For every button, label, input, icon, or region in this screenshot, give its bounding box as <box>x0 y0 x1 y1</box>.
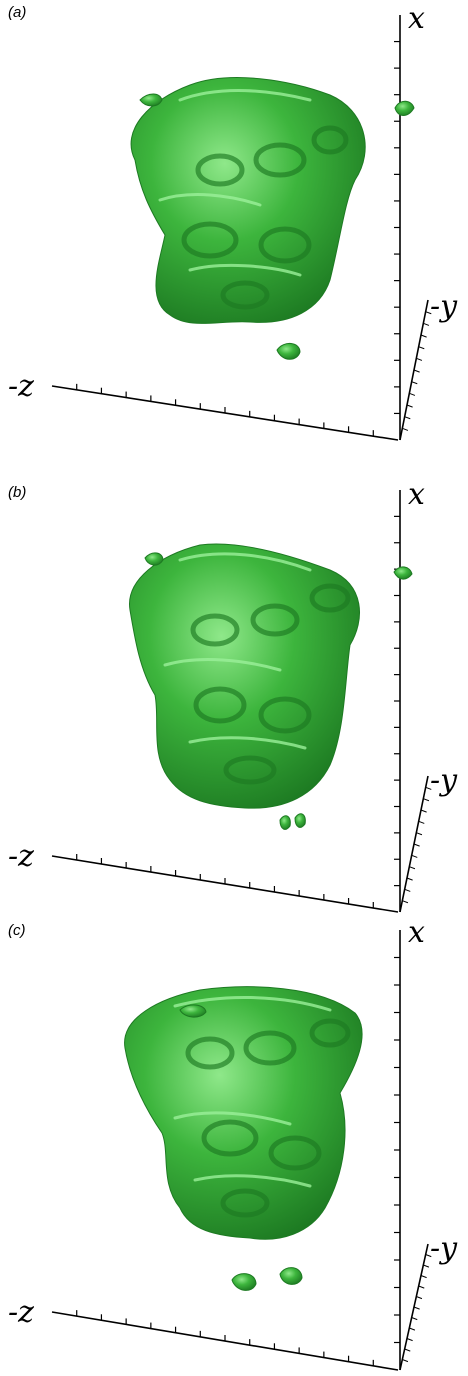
axis-tick <box>423 322 430 326</box>
panel-c-svg <box>51 930 432 1371</box>
x-axis-ticks <box>394 956 400 1344</box>
panel-label: (a) <box>8 4 27 21</box>
axis-tick <box>411 854 418 858</box>
axis-tick <box>420 334 427 338</box>
y-axis-label: -y <box>430 763 458 798</box>
isosurface-highlights <box>163 552 312 750</box>
axis-tick <box>425 786 432 790</box>
axis-tick <box>416 832 423 836</box>
x-axis-ticks <box>394 515 400 887</box>
axis-tick <box>411 381 418 385</box>
axis-tick <box>416 357 423 361</box>
axis-tick <box>402 1359 409 1363</box>
y-axis-label: -y <box>430 1231 458 1266</box>
panel-c: (c) <box>0 918 468 1376</box>
axis-tick <box>402 427 409 431</box>
panel-a: (a) <box>0 0 468 458</box>
axis-tick <box>406 1338 413 1342</box>
isosurface-rings <box>190 583 351 785</box>
z-axis-label: -z <box>8 369 34 404</box>
z-axis-ticks <box>76 854 374 908</box>
axis-tick <box>418 820 425 824</box>
axis-tick <box>425 1254 432 1258</box>
axis-tick <box>404 1348 411 1352</box>
panel-b-svg <box>51 490 432 913</box>
axis-tick <box>420 809 427 813</box>
axis-tick <box>425 311 432 315</box>
axis-tick <box>413 843 420 847</box>
isosurface-shape <box>129 543 413 830</box>
axis-tick <box>409 392 416 396</box>
axis-tick <box>409 1327 416 1331</box>
isosurface-rings <box>181 125 349 310</box>
z-axis-label: -z <box>8 839 34 874</box>
panel-label: (c) <box>8 922 26 939</box>
axis-tick <box>418 1285 425 1289</box>
isosurface-highlights <box>158 89 312 277</box>
x-axis-ticks <box>394 40 400 415</box>
y-axis-label: -y <box>430 289 458 324</box>
y-axis-ticks <box>402 1254 432 1363</box>
y-axis-ticks <box>402 311 432 431</box>
axis-tick <box>409 866 416 870</box>
isosurface-shape <box>124 986 363 1291</box>
x-axis-label: x <box>408 477 425 512</box>
isosurface-rings <box>185 1018 351 1218</box>
panel-b: (b) <box>0 480 468 938</box>
axis-tick <box>404 416 411 420</box>
isosurface-shape <box>130 77 415 360</box>
panel-a-svg <box>51 15 432 441</box>
x-axis-label: x <box>408 915 425 950</box>
axis-tick <box>406 404 413 408</box>
y-axis-ticks <box>402 786 432 904</box>
z-axis-label: -z <box>8 1295 34 1330</box>
axis-tick <box>416 1296 423 1300</box>
x-axis-label: x <box>408 1 425 36</box>
z-axis-ticks <box>76 1310 374 1366</box>
axis-tick <box>406 877 413 881</box>
axis-tick <box>411 1317 418 1321</box>
axis-tick <box>423 798 430 802</box>
z-axis-ticks <box>76 383 374 437</box>
axis-tick <box>413 1306 420 1310</box>
axis-tick <box>402 900 409 904</box>
axis-tick <box>418 346 425 350</box>
panel-label: (b) <box>8 484 27 501</box>
axis-tick <box>420 1275 427 1279</box>
axis-tick <box>423 1264 430 1268</box>
axis-tick <box>404 888 411 892</box>
axis-tick <box>413 369 420 373</box>
isosurface-highlights <box>173 995 332 1188</box>
